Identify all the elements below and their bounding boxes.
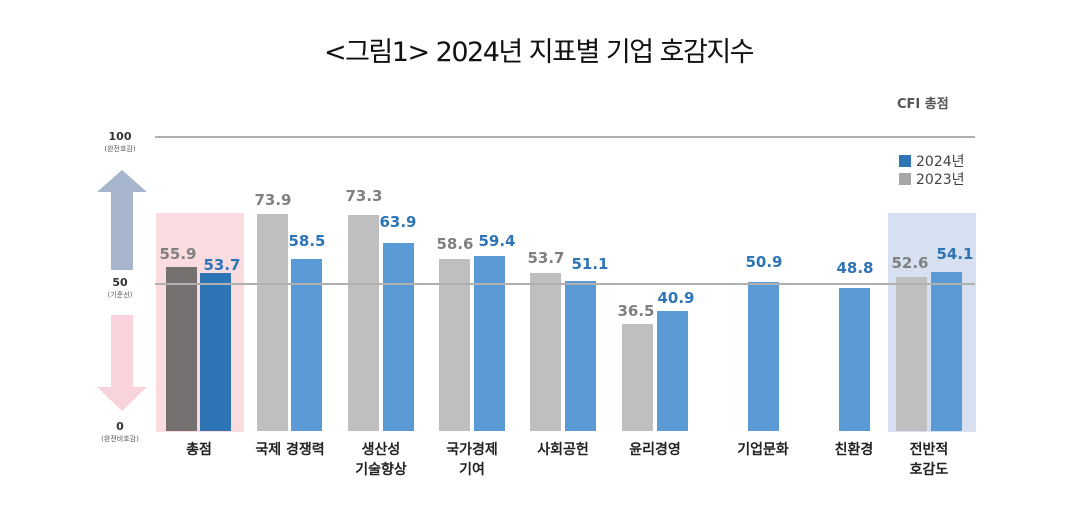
- value-2024-environment: 48.8: [836, 259, 874, 277]
- gridline-100: [155, 136, 975, 138]
- value-2024-economy: 59.4: [478, 232, 516, 250]
- category-label-overall: 전반적 호감도: [909, 442, 949, 478]
- value-2023-global: 73.9: [254, 191, 292, 209]
- value-2023-social: 53.7: [527, 249, 565, 267]
- bar-2023-total: [166, 267, 197, 431]
- category-label-social: 사회공헌: [537, 442, 589, 458]
- category-label-ethics: 윤리경영: [629, 442, 681, 458]
- category-label-culture: 기업문화: [737, 442, 789, 458]
- bar-2023-ethics: [622, 324, 653, 431]
- gridline-50: [155, 283, 975, 285]
- value-2023-total: 55.9: [159, 245, 197, 263]
- chart-title: <그림1> 2024년 지표별 기업 호감지수: [323, 37, 755, 68]
- bar-2024-overall: [931, 272, 962, 431]
- value-2023-economy: 58.6: [436, 235, 474, 253]
- legend-item-2024: 2024년: [899, 153, 965, 171]
- value-2024-social: 51.1: [571, 255, 609, 273]
- value-2024-global: 58.5: [288, 232, 326, 250]
- ytick-50: 50 (기준선): [107, 276, 133, 299]
- value-2024-ethics: 40.9: [657, 289, 695, 307]
- bar-2023-global: [257, 214, 288, 431]
- arrow-down-icon: [97, 315, 147, 411]
- bar-2024-environment: [839, 288, 870, 431]
- value-2023-overall: 52.6: [891, 254, 929, 272]
- arrow-up-icon: [97, 170, 147, 270]
- value-2023-ethics: 36.5: [617, 302, 655, 320]
- category-label-environment: 친환경: [834, 442, 874, 458]
- legend: 2024년 2023년: [899, 153, 965, 189]
- value-2024-productivity: 63.9: [379, 213, 417, 231]
- bar-2023-economy: [439, 259, 470, 431]
- category-label-economy: 국가경제 기여: [446, 442, 498, 478]
- bar-2024-productivity: [383, 243, 414, 431]
- bar-2023-overall: [896, 277, 927, 431]
- legend-swatch-2024: [899, 155, 911, 167]
- value-2024-culture: 50.9: [745, 253, 783, 271]
- category-label-global: 국제 경쟁력: [255, 442, 325, 458]
- bar-2024-global: [291, 259, 322, 431]
- bar-2023-productivity: [348, 215, 379, 431]
- bar-2024-culture: [748, 282, 779, 431]
- bar-2024-ethics: [657, 311, 688, 431]
- bar-2024-economy: [474, 256, 505, 431]
- value-2024-overall: 54.1: [936, 245, 974, 263]
- legend-swatch-2023: [899, 173, 911, 185]
- bar-2024-social: [565, 281, 596, 431]
- bar-2023-social: [530, 273, 561, 431]
- bar-2024-total: [200, 273, 231, 431]
- legend-item-2023: 2023년: [899, 171, 965, 189]
- chart-subtitle: CFI 총점: [897, 97, 949, 112]
- category-label-productivity: 생산성 기술향상: [355, 442, 407, 478]
- ytick-0: 0 (완전비호감): [101, 420, 139, 443]
- value-2023-productivity: 73.3: [345, 187, 383, 205]
- value-2024-total: 53.7: [203, 256, 241, 274]
- category-label-total: 총점: [186, 442, 212, 458]
- ytick-100: 100 (완전호감): [104, 130, 136, 153]
